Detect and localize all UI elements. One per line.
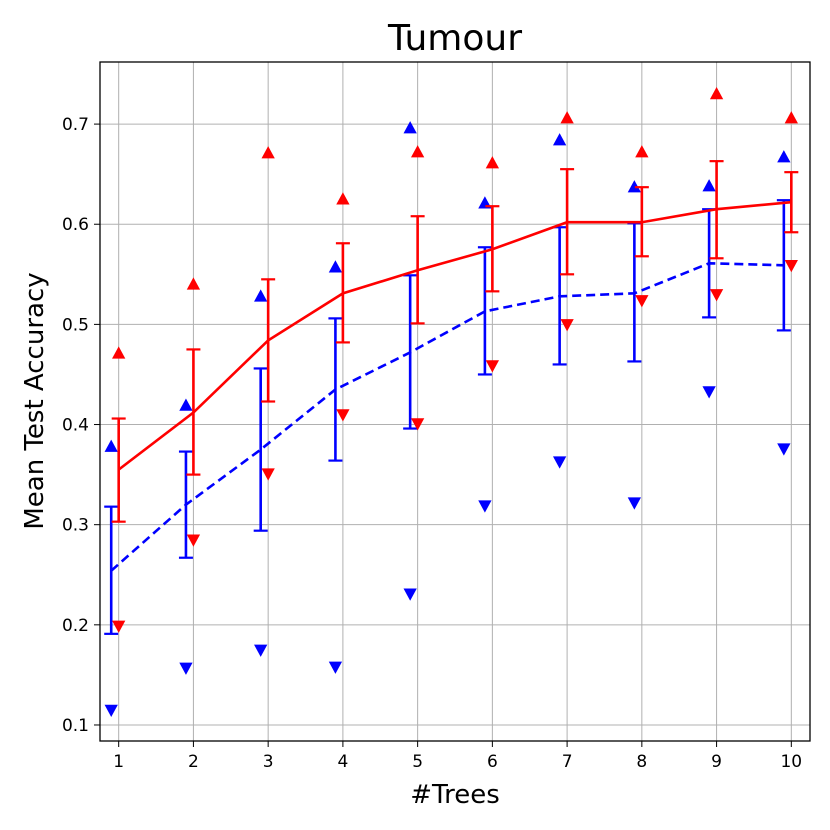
x-tick-label: 10 (780, 752, 802, 772)
max-marker (784, 111, 798, 124)
min-marker (777, 443, 791, 456)
y-tick-label: 0.5 (62, 315, 89, 335)
min-marker (261, 468, 275, 481)
x-tick-label: 2 (188, 752, 199, 772)
x-tick-label: 1 (113, 752, 124, 772)
max-marker (702, 179, 716, 192)
max-marker (552, 133, 567, 146)
y-tick-label: 0.6 (62, 215, 89, 235)
min-marker (635, 295, 649, 308)
min-marker (485, 360, 500, 373)
x-tick-label: 7 (562, 752, 573, 772)
max-marker (709, 87, 724, 100)
min-marker (784, 260, 798, 273)
max-marker (328, 260, 343, 273)
y-axis-label: Mean Test Accuracy (20, 272, 50, 529)
chart-title: Tumour (387, 18, 522, 59)
max-marker (112, 346, 126, 359)
max-marker (179, 398, 193, 411)
min-marker (186, 534, 201, 547)
x-tick-label: 4 (337, 752, 348, 772)
x-tick-label: 6 (487, 752, 498, 772)
min-marker (254, 644, 268, 657)
max-marker (410, 145, 425, 158)
max-marker (186, 277, 201, 290)
y-tick-label: 0.4 (62, 416, 89, 436)
min-marker (179, 662, 193, 675)
max-marker (635, 145, 649, 158)
x-tick-label: 5 (412, 752, 423, 772)
series-2 (111, 87, 799, 633)
y-tick-label: 0.1 (62, 716, 89, 736)
y-tick-label: 0.7 (62, 115, 89, 135)
x-tick-label: 9 (711, 752, 722, 772)
max-marker (403, 121, 417, 134)
x-axis-ticks: 1 2 3 4 5 6 7 8 9 10 (113, 741, 802, 772)
max-marker (560, 111, 574, 124)
x-tick-label: 3 (263, 752, 274, 772)
min-marker (627, 497, 642, 510)
min-marker (560, 319, 574, 332)
y-tick-label: 0.2 (62, 616, 89, 636)
min-marker (112, 620, 126, 633)
max-marker (336, 192, 350, 205)
max-marker (254, 289, 268, 302)
mean-line (117, 200, 792, 471)
min-marker (336, 409, 350, 422)
min-marker (104, 704, 118, 717)
min-marker (410, 418, 425, 431)
min-marker (328, 661, 343, 674)
series-layer (104, 87, 799, 717)
max-marker (104, 439, 118, 452)
y-tick-label: 0.3 (62, 516, 89, 536)
plot-frame (99, 61, 811, 742)
x-tick-label: 8 (636, 752, 647, 772)
max-marker (627, 180, 642, 193)
series-1 (104, 121, 791, 717)
max-marker (485, 156, 500, 169)
max-marker (261, 146, 275, 159)
min-marker (552, 456, 567, 469)
x-axis-label: #Trees (410, 780, 500, 810)
y-axis-ticks: 0.1 0.2 0.3 0.4 0.5 0.6 0.7 (62, 115, 100, 736)
max-marker (777, 150, 791, 163)
min-marker (478, 500, 492, 513)
min-marker (709, 289, 724, 302)
min-marker (702, 386, 716, 399)
mean-line (110, 261, 784, 572)
min-marker (403, 588, 417, 601)
